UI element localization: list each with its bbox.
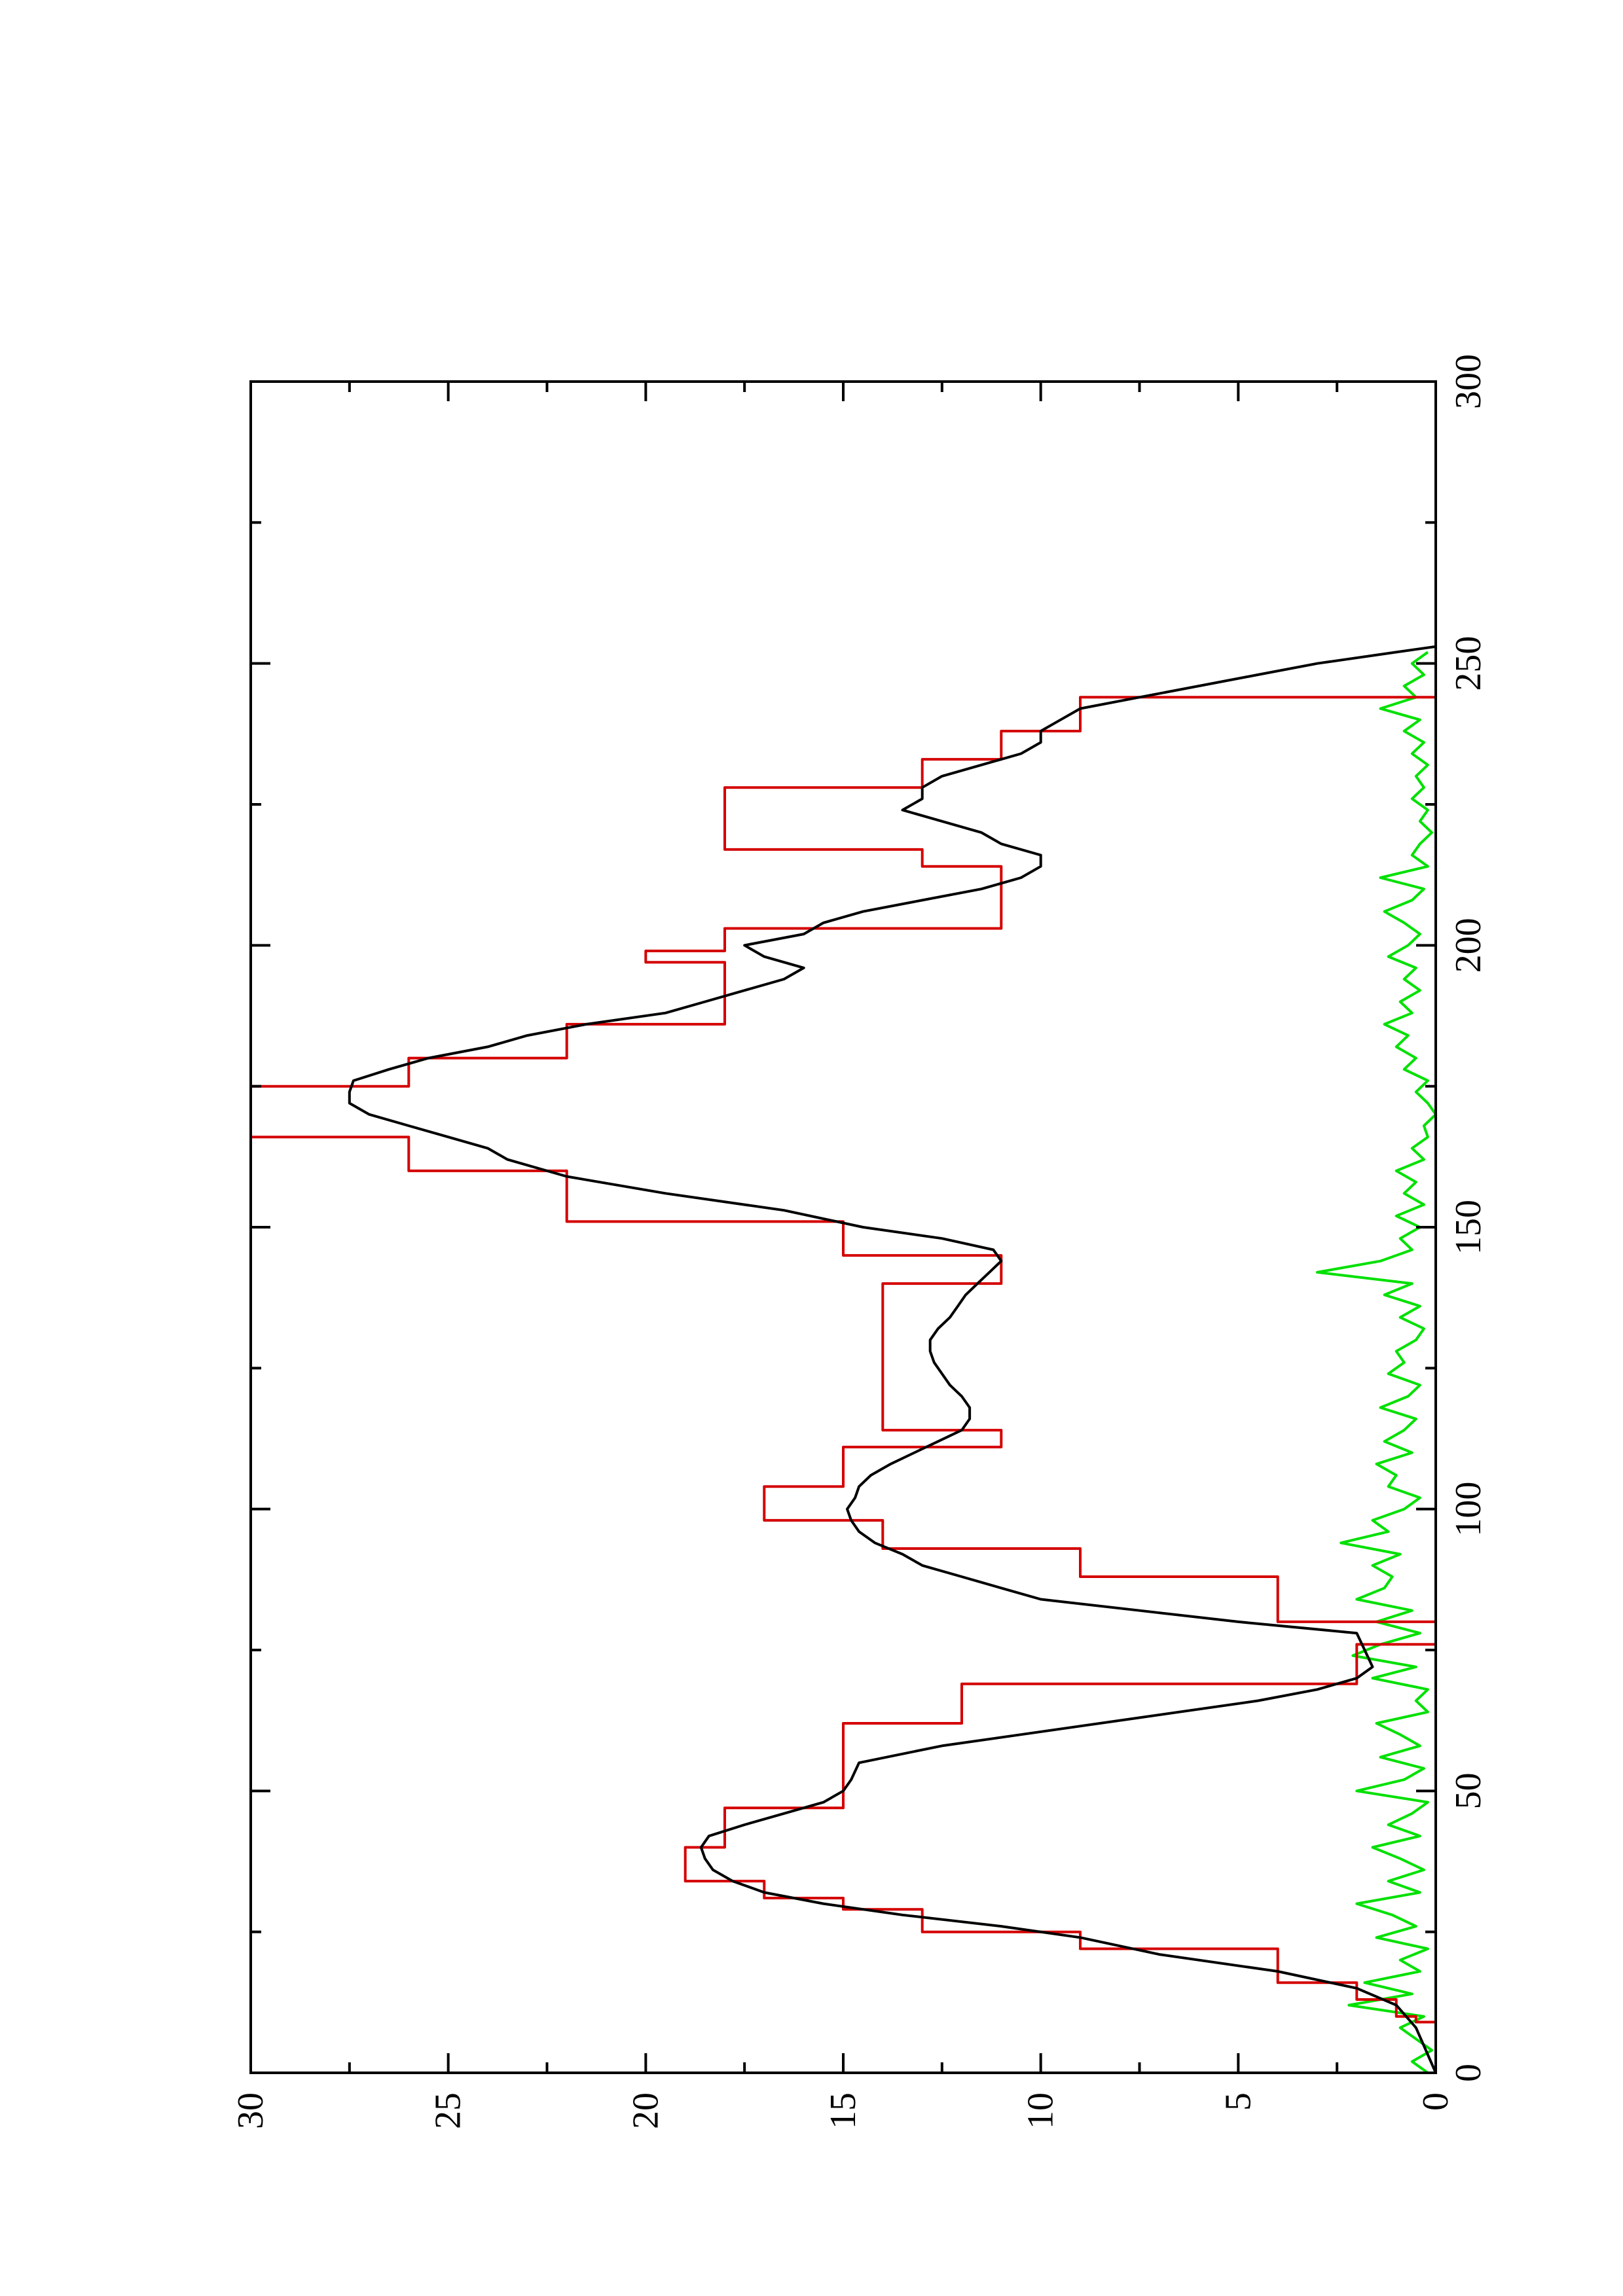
y-tick-label: 20 [625, 2092, 666, 2129]
y-tick-label: 15 [823, 2092, 864, 2129]
y-tick-label: 5 [1218, 2092, 1258, 2111]
y-tick-label: 30 [230, 2092, 271, 2129]
x-tick-label: 150 [1448, 1200, 1489, 1255]
ticks-layer [249, 380, 1437, 2074]
x-tick-label: 50 [1448, 1772, 1489, 1809]
labels-layer: 0 50 100 150 200 250 300 0 5 10 15 20 25 30 [230, 354, 1489, 2129]
x-tick-label: 100 [1448, 1482, 1489, 1537]
y-tick-label: 25 [428, 2092, 469, 2129]
series-layer [251, 645, 1436, 2073]
y-tick-label: 10 [1021, 2092, 1061, 2129]
x-tick-label: 0 [1448, 2064, 1489, 2082]
series-line-1 [348, 645, 1436, 2073]
x-tick-label: 300 [1448, 354, 1489, 409]
y-tick-label: 0 [1415, 2092, 1456, 2111]
x-tick-label: 200 [1448, 918, 1489, 973]
series-line-2 [1316, 651, 1436, 2073]
x-tick-label: 250 [1448, 636, 1489, 691]
